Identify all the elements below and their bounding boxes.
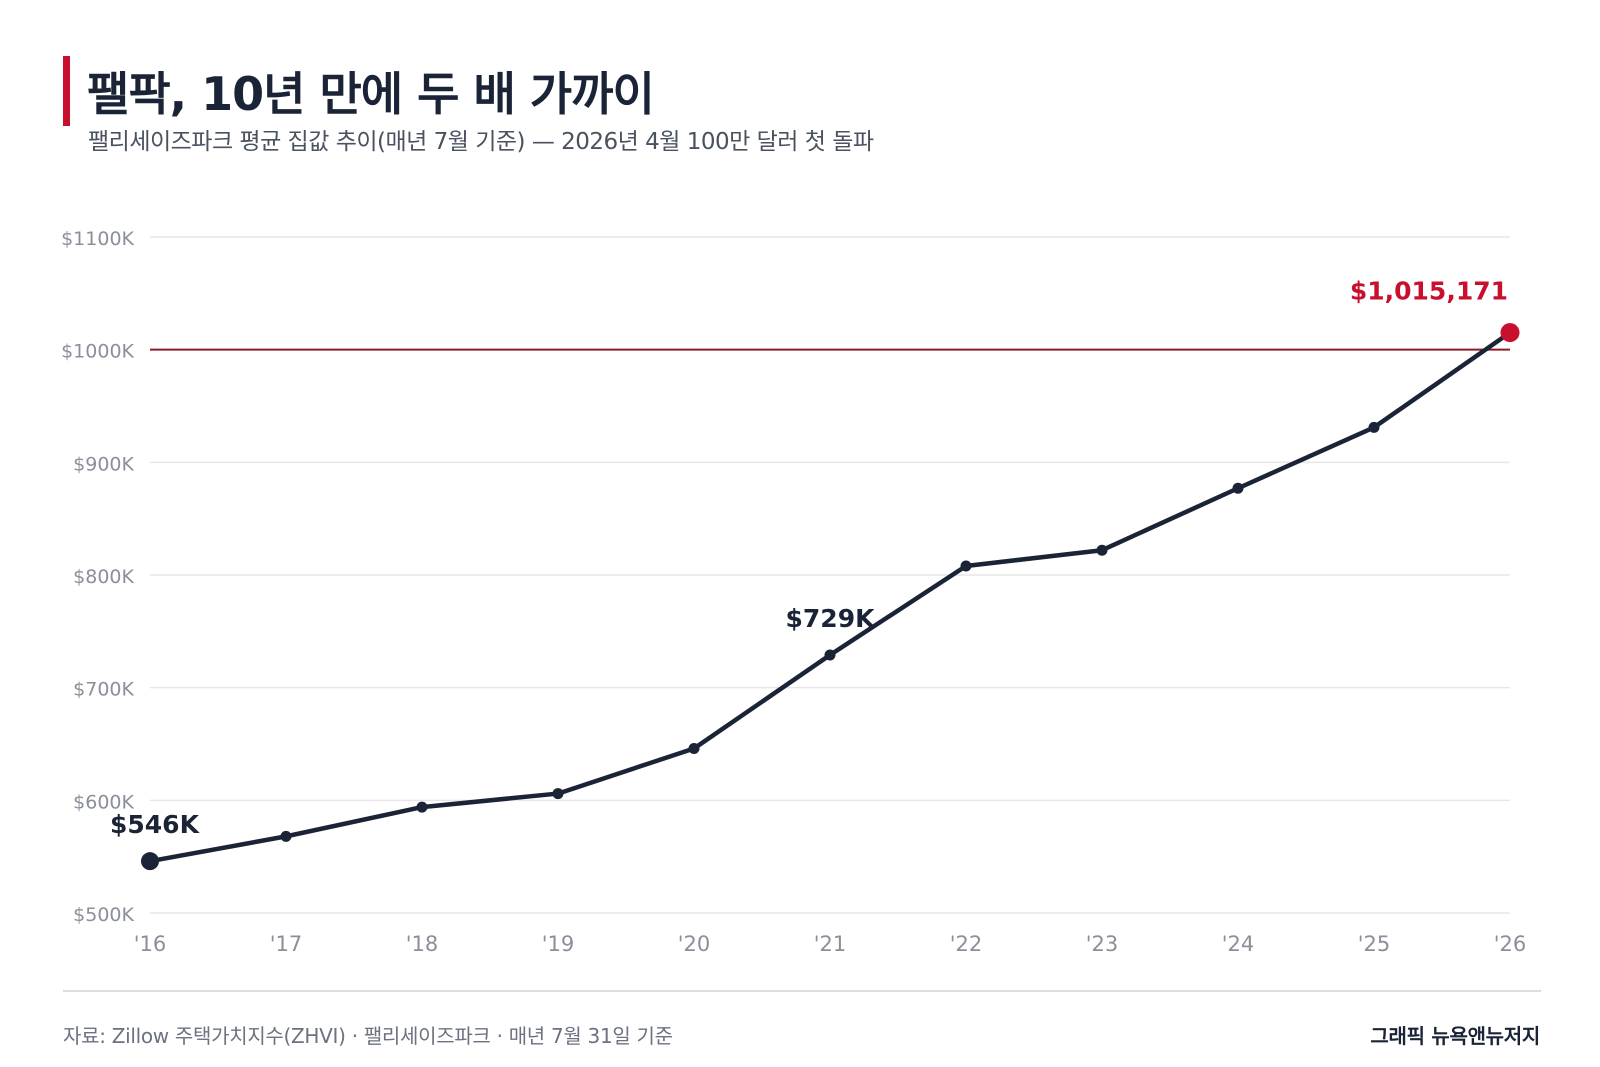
y-tick-label: $800K [73, 566, 134, 588]
x-tick-label: '24 [1222, 932, 1255, 956]
source-note: 자료: Zillow 주택가치지수(ZHVI) · 팰리세이즈파크 · 매년 7… [63, 1024, 673, 1048]
title-accent-bar [63, 56, 70, 126]
data-label: $1,015,171 [1350, 277, 1508, 306]
data-point [1368, 421, 1380, 433]
y-tick-label: $500K [73, 904, 134, 926]
x-tick-label: '19 [542, 932, 575, 956]
data-point [960, 560, 972, 572]
y-tick-label: $1000K [61, 341, 134, 363]
data-point [688, 743, 700, 755]
y-tick-label: $700K [73, 679, 134, 701]
data-point [1500, 323, 1520, 343]
graphic-credit: 그래픽 뉴욕앤뉴저지 [1370, 1024, 1540, 1048]
x-tick-label: '26 [1494, 932, 1527, 956]
x-tick-label: '17 [270, 932, 303, 956]
data-point [280, 830, 292, 842]
x-tick-label: '20 [678, 932, 711, 956]
footer-divider [63, 990, 1541, 992]
data-label: $729K [786, 604, 877, 633]
data-point [824, 649, 836, 661]
data-label: $546K [110, 810, 201, 839]
x-tick-label: '16 [134, 932, 167, 956]
y-tick-label: $1100K [61, 228, 134, 250]
x-tick-label: '23 [1086, 932, 1119, 956]
data-point [141, 852, 159, 871]
series-line [147, 330, 1513, 864]
y-tick-label: $600K [73, 791, 134, 813]
data-point [1096, 544, 1108, 556]
x-tick-label: '25 [1358, 932, 1391, 956]
data-point [416, 801, 428, 813]
data-point [1232, 482, 1244, 494]
page-title: 팰팍, 10년 만에 두 배 가까이 [87, 67, 655, 121]
x-tick-label: '22 [950, 932, 983, 956]
page-subtitle: 팰리세이즈파크 평균 집값 추이(매년 7월 기준) — 2026년 4월 10… [88, 129, 874, 155]
x-tick-label: '21 [814, 932, 847, 956]
y-tick-label: $900K [73, 453, 134, 475]
data-point [552, 788, 564, 800]
x-tick-label: '18 [406, 932, 439, 956]
